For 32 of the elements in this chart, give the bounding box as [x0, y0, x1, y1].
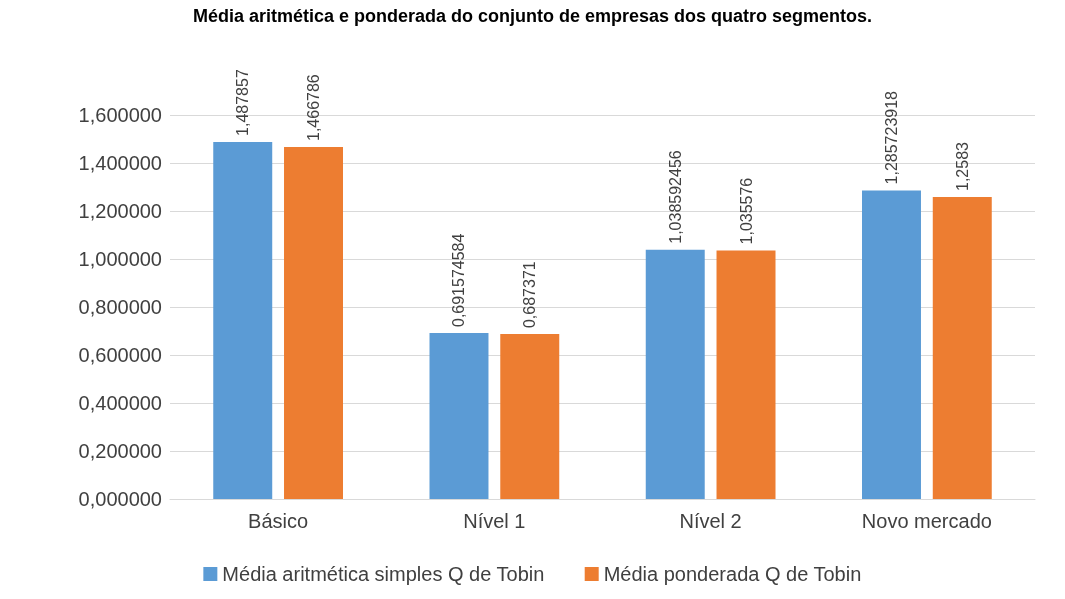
bar: [932, 197, 992, 499]
chart-title: Média aritmética e ponderada do conjunto de empresas dos quatro segmentos.: [192, 6, 873, 26]
legend-label: Média aritmética simples Q de Tobin: [222, 563, 545, 585]
data-label: 1,038592456: [666, 150, 684, 244]
y-tick-label: 0,200000: [78, 440, 162, 462]
data-label: 1,035576: [737, 177, 755, 245]
y-tick-label: 0,000000: [78, 488, 162, 510]
x-tick-label: Nível 1: [463, 510, 526, 532]
y-tick-label: 1,000000: [78, 248, 162, 270]
data-label: 0,687371: [521, 261, 539, 329]
y-tick-label: 0,400000: [78, 392, 162, 414]
data-label: 1,285723918: [882, 90, 900, 185]
legend-label: Média ponderada Q de Tobin: [603, 563, 862, 585]
x-tick-label: Básico: [248, 510, 309, 532]
y-tick-label: 0,800000: [78, 296, 162, 318]
bar: [429, 333, 489, 499]
bar: [284, 146, 343, 499]
bar: [213, 141, 273, 499]
data-label: 1,487857: [234, 69, 252, 136]
data-label: 1,2583: [953, 141, 971, 192]
x-tick-label: Novo mercado: [861, 510, 992, 532]
bar: [716, 250, 776, 499]
bar: [500, 334, 560, 499]
bar: [862, 190, 921, 499]
bar: [645, 249, 705, 499]
y-tick-label: 0,600000: [78, 344, 162, 366]
data-label: 0,691574584: [450, 233, 468, 328]
y-tick-label: 1,200000: [78, 200, 162, 222]
y-tick-label: 1,600000: [78, 104, 162, 126]
data-label: 1,466786: [305, 74, 323, 141]
y-tick-label: 1,400000: [78, 152, 162, 174]
x-tick-label: Nível 2: [679, 510, 742, 532]
